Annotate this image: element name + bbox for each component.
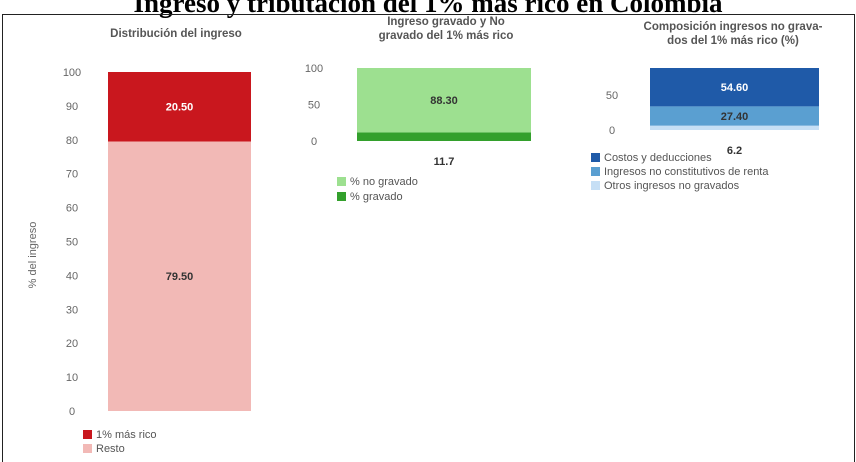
chart-2-legend-label: % no gravado	[350, 176, 418, 188]
chart-1-y-tick: 80	[66, 135, 78, 147]
chart-2-y-tick: 100	[305, 63, 323, 75]
chart-2-data-label: 11.7	[434, 156, 455, 168]
chart-1-y-tick: 100	[63, 67, 81, 79]
chart-2-bar-segment	[357, 132, 531, 141]
chart-2-legend-label: % gravado	[350, 191, 403, 203]
chart-1-y-tick: 10	[66, 372, 78, 384]
chart-1-y-tick: 70	[66, 169, 78, 181]
chart-1-y-axis-label: % del ingreso	[27, 222, 39, 289]
chart-3-legend-label: Otros ingresos no gravados	[604, 180, 740, 192]
chart-1-y-tick: 0	[69, 406, 75, 418]
chart-3-title-line: Composición ingresos no grava-	[644, 21, 823, 33]
chart-2-y-tick: 50	[308, 100, 320, 112]
chart-1-data-label: 20.50	[166, 102, 194, 114]
chart-1-bar-segment	[108, 72, 251, 142]
chart-1-data-label: 79.50	[166, 271, 194, 283]
chart-1-y-tick: 30	[66, 304, 78, 316]
chart-2-legend-swatch	[337, 177, 346, 186]
chart-1-legend-label: Resto	[96, 443, 125, 455]
chart-1-legend-label: 1% más rico	[96, 429, 157, 441]
chart-3-legend-label: Costos y deducciones	[604, 152, 712, 164]
chart-1-y-tick: 60	[66, 203, 78, 215]
chart-3-data-label: 6.2	[727, 145, 742, 157]
chart-3-legend-swatch	[591, 153, 600, 162]
chart-3-bar-segment	[650, 125, 819, 130]
chart-2-title-line: Ingreso gravado y No	[387, 16, 505, 28]
chart-2-y-tick: 0	[311, 136, 317, 148]
chart-3-legend-label: Ingresos no constitutivos de renta	[604, 166, 769, 178]
figure-frame	[2, 14, 855, 462]
chart-2-legend-swatch	[337, 192, 346, 201]
chart-2-title-line: gravado del 1% más rico	[379, 30, 514, 42]
chart-1-bar-segment	[108, 141, 251, 411]
chart-1-y-tick: 90	[66, 101, 78, 113]
chart-2-data-label: 88.30	[430, 95, 458, 107]
chart-3-y-tick: 50	[606, 90, 618, 102]
chart-1-legend-swatch	[83, 430, 92, 439]
chart-3-title-line: dos del 1% más rico (%)	[667, 35, 799, 47]
chart-1-title: Distribución del ingreso	[110, 28, 242, 40]
chart-1-y-tick: 40	[66, 270, 78, 282]
chart-1-legend-swatch	[83, 444, 92, 453]
chart-2-bar-segment	[357, 68, 531, 133]
chart-1-y-tick: 50	[66, 237, 78, 249]
chart-3-y-tick: 0	[609, 125, 615, 137]
chart-3-legend-swatch	[591, 167, 600, 176]
chart-3-legend-swatch	[591, 181, 600, 190]
chart-1-y-tick: 20	[66, 338, 78, 350]
page-title: Ingreso y tributación del 1% más rico en…	[133, 0, 723, 18]
chart-3-bar-segment	[650, 106, 819, 126]
chart-3-bar-segment	[650, 68, 819, 107]
chart-3-data-label: 54.60	[721, 82, 749, 94]
chart-3-data-label: 27.40	[721, 111, 749, 123]
